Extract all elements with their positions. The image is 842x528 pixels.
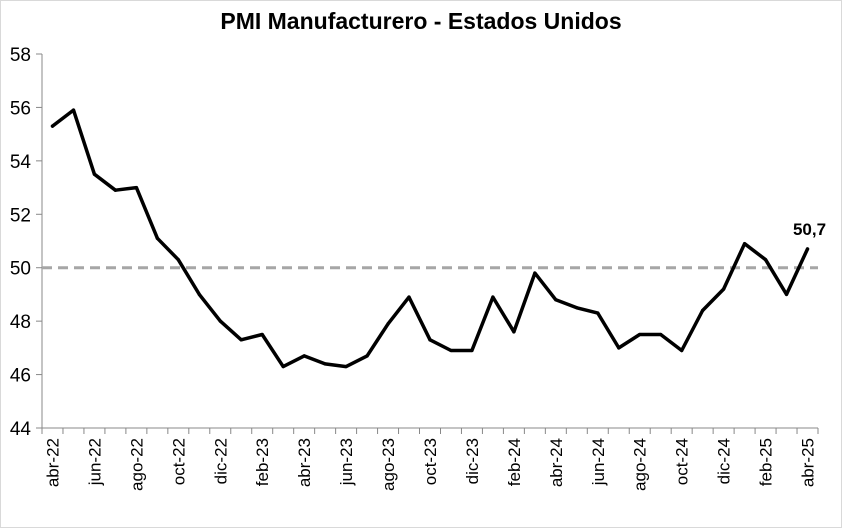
data-point [239, 338, 243, 342]
series-line [50, 108, 810, 369]
y-tick-label: 44 [10, 419, 32, 440]
data-point [260, 332, 264, 337]
data-point [428, 338, 432, 342]
data-point [784, 292, 789, 297]
x-tick-label: oct-24 [673, 438, 692, 485]
x-tick-label: feb-25 [757, 438, 776, 486]
data-point [638, 332, 642, 337]
data-point [176, 258, 180, 262]
data-point [763, 258, 768, 262]
x-tick-label: ago-24 [631, 438, 650, 491]
x-tick-label: ago-23 [379, 438, 398, 491]
data-point [575, 306, 579, 310]
x-tick-label: ago-22 [127, 438, 146, 491]
x-tick-label: dic-23 [463, 438, 482, 484]
x-tick-label: oct-22 [169, 438, 188, 485]
x-tick-label: jun-23 [337, 438, 356, 486]
data-point [407, 295, 411, 299]
x-tick-label: dic-24 [715, 438, 734, 484]
data-point [617, 346, 621, 350]
y-tick-label: 52 [10, 205, 31, 226]
y-tick-label: 50 [10, 259, 31, 280]
data-point [218, 319, 222, 323]
x-tick-label: dic-22 [211, 438, 230, 484]
data-point [449, 348, 453, 353]
data-point [386, 322, 390, 326]
data-point [701, 308, 705, 313]
x-tick-label: jun-24 [589, 438, 608, 486]
data-point [805, 247, 810, 251]
y-tick-label: 58 [10, 45, 31, 66]
x-tick-label: feb-23 [253, 438, 272, 486]
x-tick-label: oct-23 [421, 438, 440, 485]
x-tick-label: feb-24 [505, 438, 524, 486]
data-point [302, 354, 306, 358]
chart-title: PMI Manufacturero - Estados Unidos [220, 8, 622, 34]
data-point [71, 108, 76, 112]
x-tick-label: abr-22 [43, 438, 62, 487]
x-tick-label: abr-23 [295, 438, 314, 487]
data-point [554, 298, 558, 302]
y-tick-label: 56 [10, 98, 31, 119]
data-point [680, 348, 684, 353]
data-point [197, 292, 201, 297]
data-point [113, 188, 118, 192]
data-point [134, 185, 138, 190]
data-point [281, 364, 285, 369]
data-point [155, 236, 159, 240]
data-point [722, 287, 726, 291]
data-point [596, 311, 600, 315]
y-tick-label: 48 [10, 312, 31, 333]
data-label: 50,7 [793, 220, 826, 239]
y-tick-label: 54 [10, 152, 32, 173]
data-point [50, 124, 55, 128]
data-point [491, 295, 495, 299]
data-point [742, 242, 747, 246]
x-tick-label: abr-25 [799, 438, 818, 487]
data-point [323, 362, 327, 366]
data-point [344, 364, 348, 369]
data-point [659, 332, 663, 337]
data-point [92, 172, 97, 176]
data-point [365, 354, 369, 358]
x-tick-label: abr-24 [547, 438, 566, 487]
x-tick-label: jun-22 [85, 438, 104, 486]
data-point [470, 348, 474, 353]
y-tick-label: 46 [10, 366, 31, 387]
data-point [512, 330, 516, 334]
data-point [533, 271, 537, 275]
